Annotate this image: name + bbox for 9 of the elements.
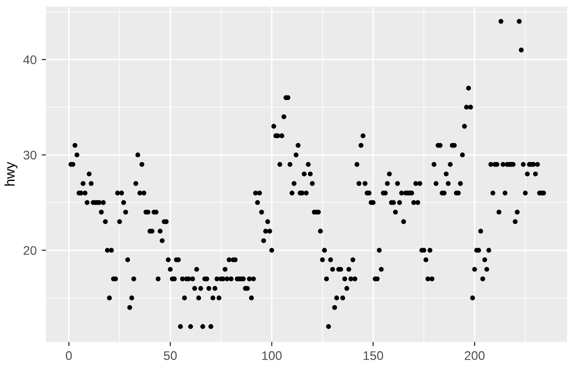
x-tick-label: 100 xyxy=(262,351,282,360)
y-axis-title: hwy xyxy=(4,162,18,186)
x-tick-label: 150 xyxy=(364,351,384,360)
y-tick-label: 30 xyxy=(23,150,36,160)
x-tick-label: 200 xyxy=(464,351,485,360)
y-tick-label: 40 xyxy=(23,55,36,64)
x-tick-label: 50 xyxy=(164,351,177,360)
y-tick-label: 20 xyxy=(24,246,36,255)
x-tick-label: 0 xyxy=(66,351,72,360)
